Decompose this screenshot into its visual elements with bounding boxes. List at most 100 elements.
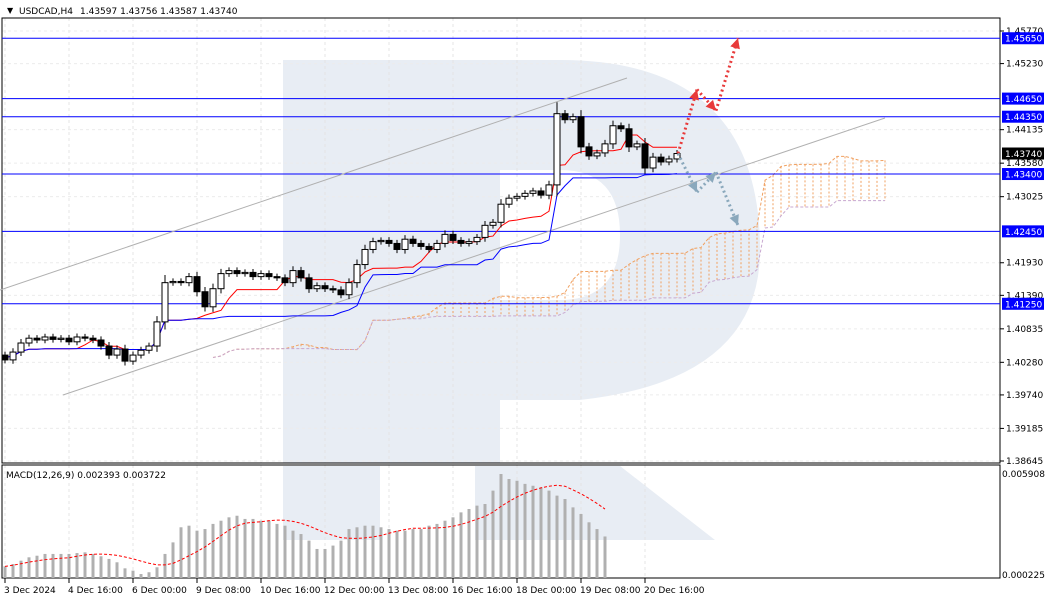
bull-candle	[313, 285, 321, 290]
senkou-span-b	[212, 200, 885, 358]
bear-candle	[89, 337, 97, 341]
bull-candle	[41, 336, 49, 341]
bear-candle	[625, 128, 633, 148]
bear-candle	[201, 291, 209, 308]
bear-candle	[385, 239, 393, 244]
y-tick-label: 1.45770	[1006, 27, 1043, 37]
x-tick-label: 16 Dec 16:00	[452, 586, 513, 596]
grid	[2, 18, 1000, 578]
bull-candle	[553, 113, 561, 186]
bull-candle	[401, 238, 409, 250]
bull-candle	[377, 239, 385, 243]
bull-candle	[665, 158, 673, 163]
x-tick-label: 6 Dec 00:00	[132, 586, 187, 596]
y-tick-label: 1.43580	[1006, 159, 1043, 169]
bear-candle	[49, 336, 57, 340]
bear-candle	[177, 280, 185, 284]
senkou-span-a	[212, 155, 886, 358]
bear-candle	[265, 273, 273, 278]
bear-candle	[281, 277, 289, 284]
level-label-bg	[1002, 297, 1044, 310]
x-tick-label: 12 Dec 00:00	[324, 586, 385, 596]
bearish-forecast-arrowhead-icon	[688, 180, 698, 193]
bear-candle	[561, 113, 569, 121]
bear-candle	[657, 156, 665, 163]
x-tick-label: 9 Dec 08:00	[196, 586, 251, 596]
time-axis: 3 Dec 2024 4 Dec 16:00 6 Dec 00:00 9 Dec 08…	[4, 578, 705, 596]
bull-candle	[633, 143, 641, 148]
bull-candle	[505, 197, 513, 205]
price-axis: 1.45770 1.45230 1.44135 1.43580 1.43025 1.419…	[1000, 27, 1045, 581]
watermark-logo	[283, 60, 760, 540]
level-label-bg	[1002, 92, 1044, 105]
symbol-title: USDCAD,H4	[19, 7, 73, 17]
bear-candle	[425, 245, 433, 250]
bullish-forecast-segment	[714, 37, 740, 112]
y-tick-label: 1.45230	[1006, 60, 1043, 70]
bear-candle	[33, 337, 41, 341]
bull-candle	[241, 271, 249, 275]
bull-candle	[57, 337, 65, 340]
x-tick-label: 13 Dec 08:00	[388, 586, 449, 596]
bear-candle	[97, 339, 105, 347]
y-tick-label: 1.38645	[1006, 457, 1043, 467]
bear-candle	[577, 116, 585, 148]
bull-candle	[545, 184, 553, 196]
bullish-forecast-segment	[676, 89, 699, 154]
bear-candle	[1, 354, 9, 361]
level-label: 1.41250	[1005, 300, 1042, 310]
bull-candle	[609, 125, 617, 145]
channel-upper-line	[0, 77, 628, 291]
forecast-arrows	[676, 37, 740, 226]
channel-lower-line	[62, 117, 886, 396]
bear-candle	[233, 270, 241, 275]
y-tick-label: 1.40280	[1006, 358, 1043, 368]
triangle-down-icon[interactable]: ▼	[7, 6, 14, 15]
bull-candle	[369, 241, 377, 250]
bull-candle	[153, 321, 161, 347]
current-price-label: 1.43740	[1005, 150, 1042, 160]
y-tick-label: 1.41390	[1006, 291, 1043, 301]
bull-candle	[489, 221, 497, 226]
bull-candle	[137, 349, 145, 356]
bull-candle	[521, 192, 529, 197]
y-tick-label: 1.39740	[1006, 391, 1043, 401]
level-label: 1.44350	[1005, 113, 1042, 123]
level-label-bg	[1002, 225, 1044, 238]
bullish-forecast-arrowhead-icon	[689, 89, 699, 101]
bull-candle	[481, 224, 489, 238]
bear-candle	[641, 143, 649, 169]
bull-candle	[465, 241, 473, 244]
bullish-forecast-arrowhead-icon	[705, 99, 716, 111]
bull-candle	[593, 152, 601, 157]
level-label-bg	[1002, 168, 1044, 181]
bull-candle	[353, 264, 361, 284]
bear-candle	[537, 190, 545, 196]
bear-candle	[305, 277, 313, 290]
bull-candle	[673, 153, 681, 160]
bear-candle	[337, 289, 345, 296]
bull-candle	[289, 270, 297, 284]
macd-histogram	[3, 473, 607, 578]
bull-candle	[217, 273, 225, 290]
macd-title: MACD(12,26,9) 0.002393 0.003722	[6, 471, 166, 481]
bull-candle	[129, 354, 137, 362]
level-label-bg	[1002, 110, 1044, 123]
bull-candle	[569, 116, 577, 121]
macd-tick-label: 0.005908	[1002, 470, 1045, 480]
bull-candle	[113, 348, 121, 356]
bear-candle	[121, 348, 129, 362]
bull-candle	[185, 276, 193, 284]
level-label-bg	[1002, 32, 1044, 45]
bear-candle	[249, 271, 257, 278]
bear-candle	[65, 337, 73, 343]
main-pane-frame	[1, 17, 1001, 464]
x-tick-label: 10 Dec 16:00	[260, 586, 321, 596]
bear-candle	[417, 242, 425, 247]
bearish-forecast-arrowhead-icon	[729, 214, 739, 226]
bear-candle	[617, 125, 625, 130]
bull-candle	[361, 248, 369, 266]
bull-candle	[497, 203, 505, 223]
x-tick-label: 4 Dec 16:00	[68, 586, 123, 596]
